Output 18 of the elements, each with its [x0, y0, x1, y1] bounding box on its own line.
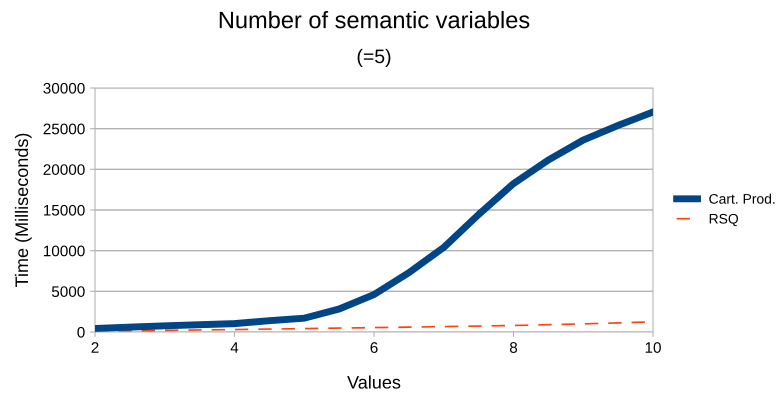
- chart-title: Number of semantic variables: [220, 10, 530, 28]
- x-tick-label: 6: [370, 342, 378, 353]
- x-tick-label: 10: [646, 342, 661, 353]
- y-tick-label: 5000: [52, 286, 85, 298]
- legend-label: Cart. Prod.: [709, 194, 774, 204]
- y-tick-label: 0: [77, 326, 85, 338]
- y-tick-label: 25000: [44, 124, 85, 134]
- y-tick-label: 20000: [44, 164, 85, 176]
- x-axis-title: Values: [347, 375, 400, 389]
- chart-subtitle: (=5): [358, 48, 390, 68]
- y-tick-label: 15000: [44, 204, 85, 216]
- y-tick-label: 10000: [44, 246, 85, 256]
- y-axis-title: Time (Milliseconds): [14, 134, 32, 287]
- x-tick-label: 2: [92, 342, 98, 353]
- legend-label: RSQ: [710, 214, 738, 226]
- x-tick-label: 4: [230, 342, 238, 353]
- y-tick-label: 30000: [43, 82, 85, 94]
- x-tick-label: 8: [510, 342, 518, 353]
